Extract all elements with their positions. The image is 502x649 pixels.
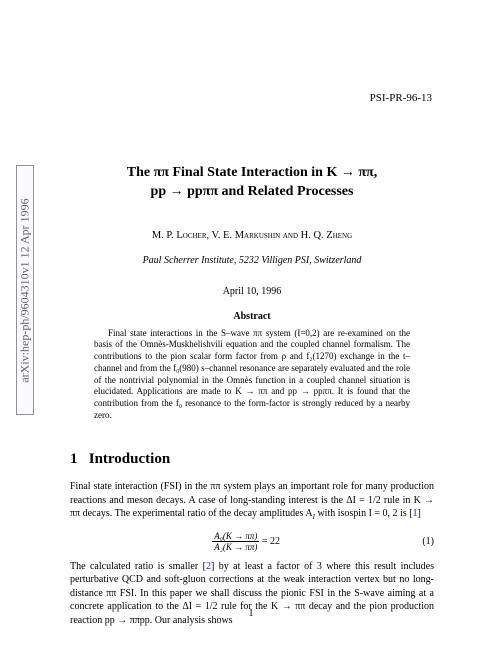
page-content: The ππ Final State Interaction in K → ππ…	[70, 164, 434, 627]
page-number: 1	[0, 608, 502, 619]
arxiv-id: arXiv:hep-ph/9604310v1 12 Apr 1996	[18, 198, 33, 382]
equation-body: A₀(K → ππ) A₂(K → ππ) = 22	[70, 531, 422, 552]
section-title: Introduction	[89, 451, 170, 467]
paper-title: The ππ Final State Interaction in K → ππ…	[70, 164, 434, 202]
institute: Paul Scherrer Institute, 5232 Villigen P…	[70, 255, 434, 266]
arxiv-sidebar: arXiv:hep-ph/9604310v1 12 Apr 1996	[16, 165, 34, 415]
equation-1: A₀(K → ππ) A₂(K → ππ) = 22 (1)	[70, 531, 434, 552]
title-line-1: The ππ Final State Interaction in K → ππ…	[127, 165, 377, 180]
section-number: 1	[70, 451, 78, 467]
equation-number: (1)	[422, 536, 434, 547]
section-heading: 1 Introduction	[70, 451, 434, 468]
report-id: PSI-PR-96-13	[370, 92, 432, 104]
title-line-2: pp → ppππ and Related Processes	[151, 184, 354, 199]
date: April 10, 1996	[70, 286, 434, 297]
paragraph-1: Final state interaction (FSI) in the ππ …	[70, 480, 434, 522]
abstract-body: Final state interactions in the S–wave π…	[94, 328, 410, 422]
authors: M. P. Locher, V. E. Markushin and H. Q. …	[70, 230, 434, 241]
abstract-label: Abstract	[70, 311, 434, 322]
